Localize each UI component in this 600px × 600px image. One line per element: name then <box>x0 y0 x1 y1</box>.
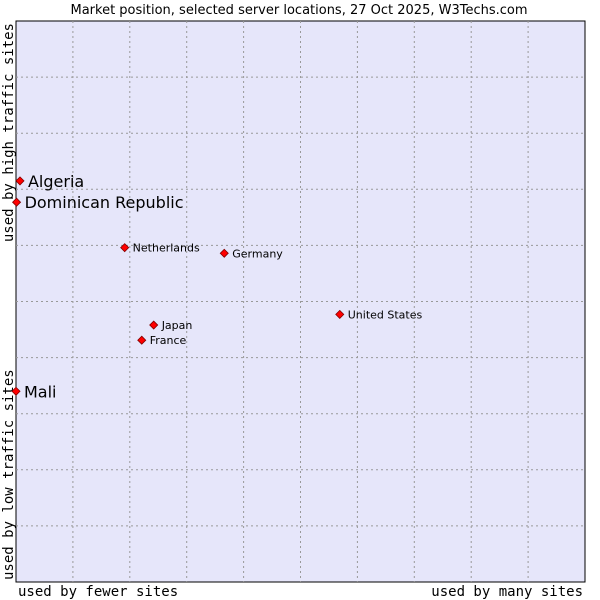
point-netherlands[interactable]: Netherlands <box>120 242 200 255</box>
point-japan[interactable]: Japan <box>149 319 193 332</box>
point-algeria[interactable]: Algeria <box>15 172 84 191</box>
point-label: Mali <box>24 382 57 401</box>
point-label: Japan <box>161 319 193 332</box>
point-united-states[interactable]: United States <box>335 308 423 321</box>
point-marker <box>120 243 130 253</box>
point-germany[interactable]: Germany <box>219 247 283 260</box>
point-label: Germany <box>232 247 283 260</box>
chart-title: Market position, selected server locatio… <box>70 3 527 18</box>
point-marker <box>219 248 229 258</box>
data-points: Algeria Dominican Republic Mali Netherlands… <box>11 172 423 401</box>
point-marker <box>335 309 345 319</box>
x-axis-label-right: used by many sites <box>431 584 583 600</box>
point-label: Dominican Republic <box>25 193 184 212</box>
y-axis-label-top: used by high traffic sites <box>1 23 17 242</box>
point-marker <box>12 197 22 207</box>
point-label: United States <box>348 308 423 321</box>
point-label: France <box>150 334 187 347</box>
point-mali[interactable]: Mali <box>11 382 57 401</box>
point-marker <box>149 320 159 330</box>
point-dominican-republic[interactable]: Dominican Republic <box>12 193 184 212</box>
point-marker <box>137 335 147 345</box>
grid-lines <box>16 21 585 582</box>
point-marker <box>11 386 21 396</box>
y-axis-label-bottom: used by low traffic sites <box>1 369 17 580</box>
point-label: Netherlands <box>133 242 200 255</box>
point-marker <box>15 176 25 186</box>
point-label: Algeria <box>28 172 84 191</box>
point-france[interactable]: France <box>137 334 187 347</box>
x-axis-label-left: used by fewer sites <box>18 584 178 600</box>
